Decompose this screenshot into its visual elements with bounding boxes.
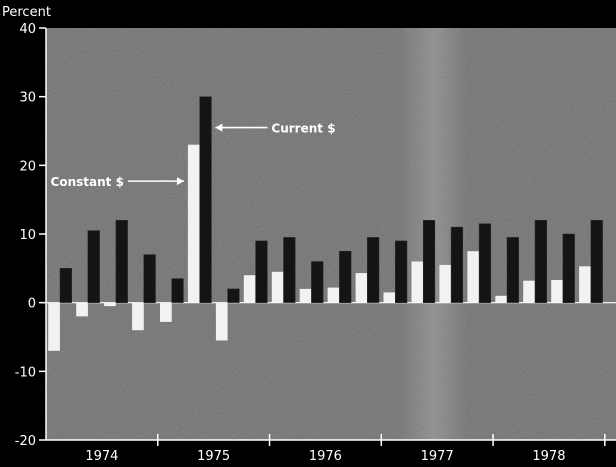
bar-current: [283, 237, 296, 303]
annotation-arrowhead-constant: [176, 177, 184, 186]
y-tick-label: -10: [15, 365, 36, 380]
x-axis: 1974 1975 1976 1977 1978: [46, 302, 616, 464]
bar-constant: [160, 302, 172, 322]
bar-current: [227, 288, 240, 303]
y-tick-label: 20: [19, 159, 36, 174]
x-tick-label: 1976: [309, 449, 342, 464]
bar-constant: [551, 280, 563, 303]
bar-constant: [383, 292, 396, 303]
bar-current: [478, 223, 492, 303]
bar-current: [339, 250, 352, 303]
y-tick-label: 0: [28, 297, 36, 312]
bar-constant: [523, 280, 535, 303]
y-tick-label: 40: [19, 22, 36, 37]
bar-current: [422, 220, 436, 303]
bar-current: [367, 237, 380, 303]
bar-current: [590, 220, 603, 303]
x-tick-label: 1975: [197, 449, 230, 464]
bar-constant: [48, 302, 60, 351]
y-tick-label: -20: [15, 434, 36, 449]
bar-current: [395, 240, 408, 303]
bar-current: [450, 226, 464, 303]
bar-current: [311, 261, 324, 303]
bar-current: [115, 220, 128, 303]
y-tick-label: 10: [19, 228, 36, 243]
y-axis: 40 30 20 10 0 -10 -20: [15, 22, 47, 449]
bar-constant: [104, 302, 116, 307]
bar-constant: [187, 144, 200, 303]
bar-constant: [271, 271, 284, 303]
plot-texture: [46, 28, 616, 440]
bar-current: [171, 278, 184, 303]
bar-current: [506, 237, 519, 303]
bar-constant: [243, 275, 256, 303]
bar-constant: [411, 261, 424, 303]
bar-current: [562, 233, 575, 303]
bar-current: [199, 96, 212, 303]
bar-current: [59, 268, 72, 303]
bar-constant: [495, 295, 507, 303]
bar-constant: [76, 302, 88, 317]
bars-group: [48, 96, 603, 351]
bar-constant: [355, 273, 368, 303]
x-tick-label: 1978: [532, 449, 565, 464]
annotation-arrowhead-current: [215, 123, 223, 132]
annotations-group: Current $ Constant $: [51, 122, 336, 190]
bar-constant: [439, 264, 452, 303]
y-axis-title: Percent: [2, 5, 51, 20]
bar-constant: [327, 287, 340, 303]
bar-current: [87, 230, 100, 303]
bar-constant: [132, 302, 144, 331]
bar-current: [143, 254, 156, 303]
x-tick-label: 1974: [85, 449, 118, 464]
bar-current: [534, 220, 547, 303]
bar-constant: [215, 302, 228, 341]
bar-constant: [467, 251, 480, 303]
bar-constant: [579, 266, 591, 303]
annotation-label-current: Current $: [271, 122, 335, 136]
bar-current: [255, 240, 268, 303]
y-tick-label: 30: [19, 91, 36, 106]
x-tick-label: 1977: [421, 449, 454, 464]
annotation-label-constant: Constant $: [51, 175, 124, 189]
bar-constant: [299, 288, 312, 303]
